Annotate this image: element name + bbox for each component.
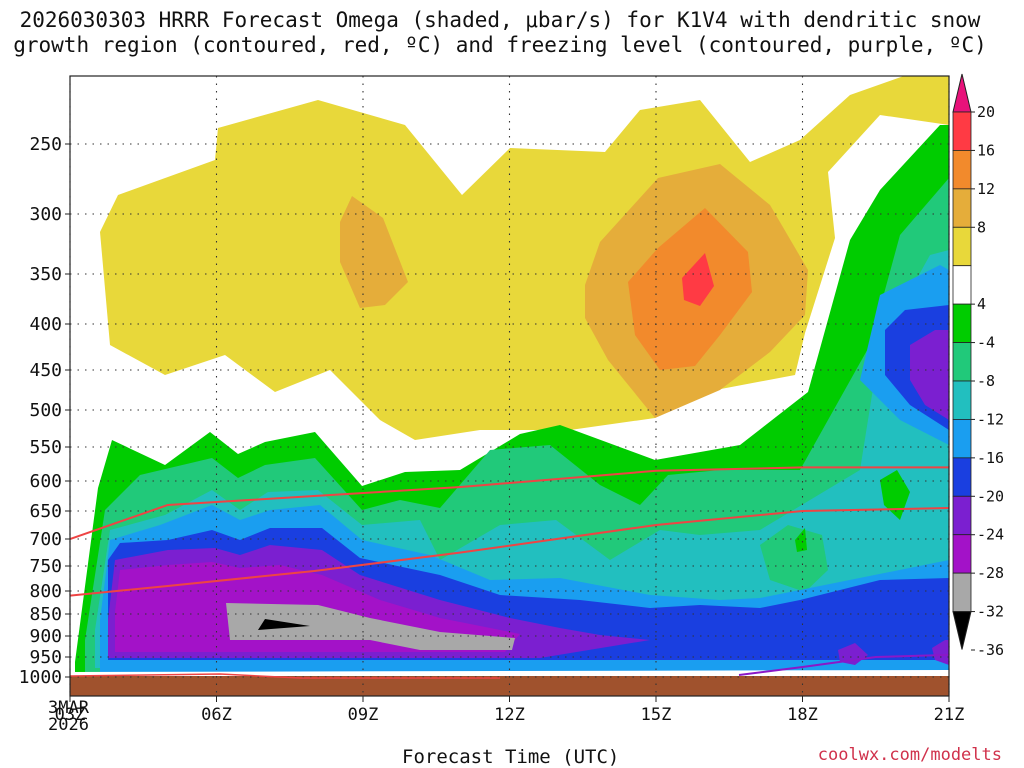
y-tick-label: 1000 [19, 667, 62, 688]
colorbar-arrow-top [952, 73, 972, 113]
colorbar-arrow-bottom [952, 611, 972, 650]
colorbar-label: 8 [977, 218, 986, 236]
colorbar-bin [952, 380, 972, 420]
y-tick-label: 400 [29, 314, 62, 335]
x-axis-label: Forecast Time (UTC) [402, 746, 620, 768]
dgz-contour-m12 [70, 466, 949, 540]
omega-band-m24-m28-upper [910, 330, 949, 420]
init-date-line-1: 3MAR [48, 698, 89, 718]
y-tick-label: 350 [29, 264, 62, 285]
omega-band-16-20 [682, 253, 714, 306]
colorbar-bin [952, 342, 972, 382]
colorbar-bin [952, 534, 972, 574]
y-tick-label: 750 [29, 556, 62, 577]
y-tick-label: 500 [29, 400, 62, 421]
x-tick-label: 18Z [787, 705, 818, 725]
x-tick-label: 15Z [641, 705, 672, 725]
colorbar-bin [952, 188, 972, 228]
omega-island-m8-a [760, 525, 828, 592]
y-tick-label: 600 [29, 471, 62, 492]
y-tick-label: 850 [29, 604, 62, 625]
colorbar-label: -32 [977, 603, 1004, 621]
colorbar-label: -4 [977, 334, 995, 352]
colorbar-label: -20 [977, 487, 1004, 505]
colorbar-bin [952, 226, 972, 267]
colorbar-bin [952, 495, 972, 536]
x-tick-label: 06Z [201, 705, 232, 725]
colorbar-label: 12 [977, 180, 995, 198]
y-tick-label: 900 [29, 626, 62, 647]
y-tick-label: 700 [29, 529, 62, 550]
footer-url: coolwx.com/modelts [817, 745, 1002, 765]
chart-title: 2026030303 HRRR Forecast Omega (shaded, … [0, 8, 1000, 58]
contour-lines [70, 466, 949, 679]
colorbar-bin [952, 303, 972, 343]
colorbar-bin [952, 150, 972, 190]
omega-island-m4-c [880, 470, 910, 520]
x-tick-label: 12Z [494, 705, 525, 725]
y-tick-label: 800 [29, 581, 62, 602]
y-tick-label: 300 [29, 204, 62, 225]
dgz-contour-m18 [70, 507, 949, 597]
x-tick-label: 03Z [55, 705, 86, 725]
title-line-2: growth region (contoured, red, ºC) and f… [13, 33, 987, 57]
colorbar-bin [952, 457, 972, 497]
y-tick-label: 950 [29, 647, 62, 668]
colorbar-label: 4 [977, 295, 986, 313]
x-tick-label: 09Z [348, 705, 379, 725]
omega-shading [70, 76, 949, 680]
x-axis-ticks: 03Z 06Z 09Z 12Z 15Z 18Z 21Z [55, 696, 965, 725]
colorbar-label: -8 [977, 372, 995, 390]
omega-colorbar: 20 16 12 8 4 -4 -8 -12 -16 -20 -24 -28 -32 -36 [952, 73, 1004, 659]
colorbar-label: -12 [977, 410, 1004, 428]
omega-island-m24-b [932, 640, 949, 665]
omega-band-lt-m36 [258, 619, 310, 630]
y-tick-label: 250 [29, 134, 62, 155]
colorbar-label: -16 [977, 449, 1004, 467]
surface-dgz-trace [70, 673, 500, 679]
colorbar-label: -28 [977, 564, 1004, 582]
omega-surface-white-strip [70, 670, 949, 677]
y-tick-label: 650 [29, 501, 62, 522]
colorbar-bin [952, 419, 972, 459]
y-tick-label: 550 [29, 437, 62, 458]
colorbar-label: 16 [977, 141, 995, 159]
colorbar-label: 20 [977, 103, 995, 121]
colorbar-bin [952, 111, 972, 151]
omega-island-m4-b [795, 528, 807, 552]
colorbar-label: -36 [977, 641, 1004, 659]
y-tick-label: 450 [29, 360, 62, 381]
x-tick-label: 21Z [934, 705, 965, 725]
freezing-level-contour [738, 653, 949, 676]
colorbar-bin [952, 265, 972, 305]
colorbar-bin [952, 572, 972, 612]
init-date-line-2: 2026 [48, 715, 89, 735]
omega-band-8-12-left [340, 196, 408, 308]
ground-fill [70, 676, 949, 696]
title-line-1: 2026030303 HRRR Forecast Omega (shaded, … [19, 8, 981, 32]
colorbar-label: -24 [977, 526, 1004, 544]
omega-band-m32-m36 [226, 603, 515, 650]
init-date: 3MAR 2026 [48, 700, 89, 734]
y-axis-ticks: 2503003504004505005506006507007508008509… [19, 134, 70, 688]
